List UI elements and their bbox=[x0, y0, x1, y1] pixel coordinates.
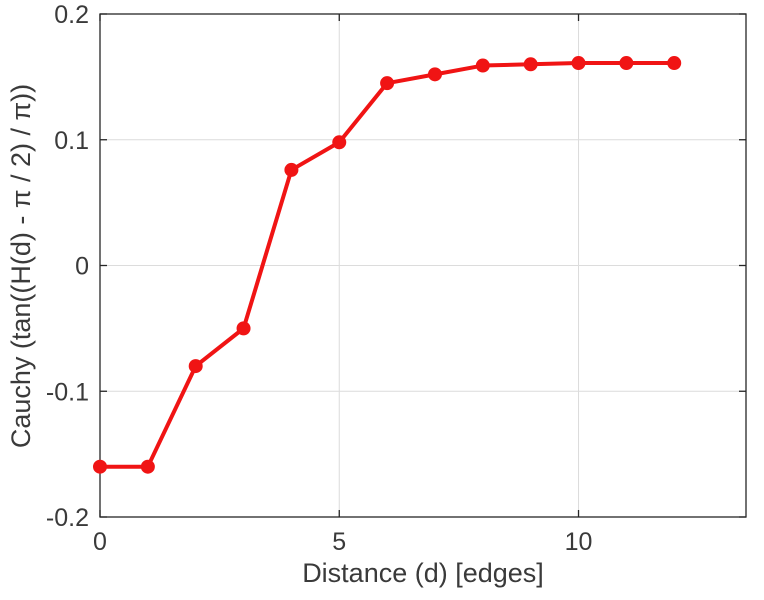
data-point-marker bbox=[475, 58, 490, 73]
grid-lines bbox=[99, 13, 746, 518]
x-tick-label: 5 bbox=[332, 528, 346, 556]
data-point-marker bbox=[332, 135, 347, 150]
tick-marks bbox=[99, 13, 746, 518]
tick-labels: 0 5 10 -0.2 -0.1 0 0.1 0.2 bbox=[46, 1, 593, 556]
x-axis-label: Distance (d) [edges] bbox=[302, 558, 544, 588]
data-point-marker bbox=[619, 56, 634, 71]
data-line bbox=[98, 61, 677, 469]
x-tick-label: 0 bbox=[93, 528, 107, 556]
data-series bbox=[93, 56, 682, 474]
x-tick-label: 10 bbox=[565, 528, 593, 556]
y-tick-label: 0.1 bbox=[54, 127, 89, 155]
data-point-marker bbox=[93, 459, 107, 474]
data-point-marker bbox=[380, 76, 395, 91]
y-tick-label: -0.1 bbox=[46, 378, 89, 406]
data-point-marker bbox=[284, 162, 299, 177]
data-point-marker bbox=[523, 57, 538, 72]
data-point-marker bbox=[188, 359, 203, 374]
data-point-marker bbox=[667, 56, 682, 71]
data-point-marker bbox=[571, 56, 586, 71]
y-axis-label: Cauchy (tan((H(d) - π / 2) / π)) bbox=[6, 84, 36, 448]
data-point-marker bbox=[427, 67, 442, 82]
y-tick-label: -0.2 bbox=[46, 504, 89, 532]
y-tick-label: 0.2 bbox=[54, 1, 89, 29]
data-point-marker bbox=[236, 321, 251, 336]
data-point-marker bbox=[140, 459, 155, 474]
y-tick-label: 0 bbox=[75, 253, 89, 281]
